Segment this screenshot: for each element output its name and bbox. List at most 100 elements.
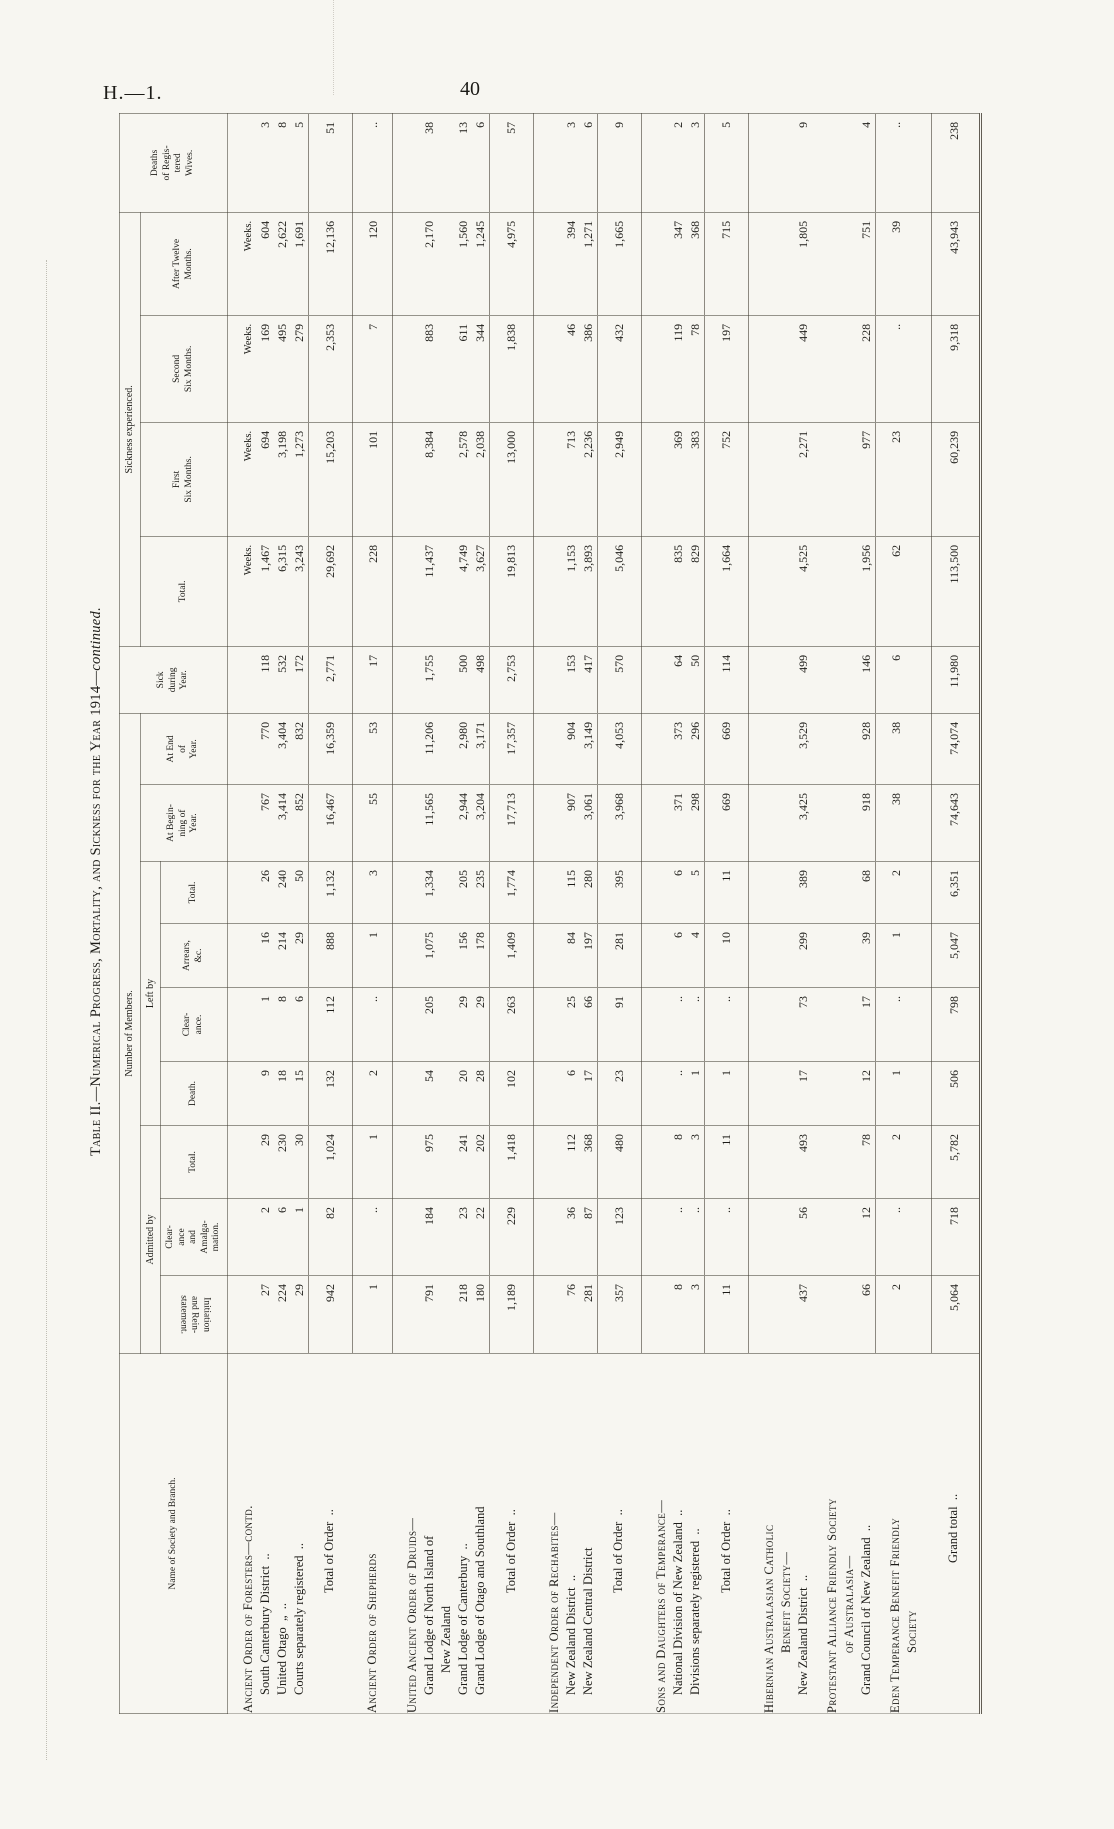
value-cell-clearance (227, 987, 257, 1062)
header-left-by: Left by (140, 861, 161, 1126)
value-cell-clearance_amalg: 22 (472, 1198, 490, 1276)
society-name: Hibernian Australasian Catholic Benefit S… (748, 1353, 795, 1714)
value-cell-clearance_amalg (748, 1198, 795, 1276)
value-cell-second_six: 169 (256, 315, 274, 423)
value-cell-death: 20 (455, 1061, 472, 1126)
value-cell-death: 18 (273, 1061, 291, 1126)
value-cell-clearance (392, 987, 421, 1062)
value-cell-at_beginning: 2,944 (455, 784, 472, 862)
society-name-line: New Zealand (439, 1606, 453, 1673)
value-cell-total_sickness: 4,525 (794, 536, 812, 647)
value-cell-initiation: 1,189 (489, 1275, 534, 1354)
value-cell-at_end: 74,074 (931, 713, 980, 785)
value-cell-at_beginning: 38 (875, 784, 931, 862)
table-row: Divisions separately registered .. 3.. 3 1.… (687, 113, 705, 1714)
value-cell-second_six: 449 (794, 315, 812, 423)
society-name-line: Hibernian Australasian Catholic (761, 1524, 776, 1713)
society-name: Eden Temperance Benefit Friendly Society (875, 1353, 931, 1714)
value-cell-deaths_wives: 13 (455, 113, 472, 213)
value-cell-death: 6 (562, 1061, 580, 1126)
header-at-end: At End of Year. (140, 713, 227, 785)
value-cell-clearance (748, 987, 795, 1062)
value-cell-clearance_amalg: 36 (562, 1198, 580, 1276)
value-cell-sick_during_year (748, 646, 795, 714)
value-cell-after_twelve (748, 212, 795, 316)
value-cell-at_beginning: 55 (352, 784, 392, 862)
society-name-line: Society (905, 1610, 919, 1653)
value-cell-clearance_amalg: 718 (931, 1198, 980, 1276)
society-name: Grand Council of New Zealand .. (857, 1353, 875, 1714)
value-cell-clearance_amalg: 23 (455, 1198, 472, 1276)
value-cell-first_six: 8,384 (421, 422, 455, 537)
header-first-six-months: First Six Months. (140, 422, 227, 537)
value-cell-death: 506 (931, 1061, 980, 1126)
society-name: New Zealand District .. (562, 1353, 580, 1714)
value-cell-first_six: 23 (875, 422, 931, 537)
society-name-line: Courts separately registered .. (291, 1542, 306, 1695)
value-cell-arrears: 281 (597, 923, 641, 988)
value-cell-death: 23 (597, 1061, 641, 1126)
header-clearance-amalgamation: Clear- ance and Amalga- mation. (160, 1198, 227, 1276)
value-cell-at_beginning: 669 (704, 784, 749, 862)
value-cell-arrears: 888 (308, 923, 352, 988)
value-cell-deaths_wives (811, 113, 858, 213)
value-cell-clearance_amalg: 229 (489, 1198, 534, 1276)
society-name: Sons and Daughters of Temperance— (641, 1353, 670, 1714)
value-cell-total_admitted: 78 (857, 1125, 875, 1199)
value-cell-sick_during_year: 570 (597, 646, 641, 714)
society-name: Ancient Order of Foresters—contd. (227, 1353, 257, 1714)
value-cell-initiation: 76 (562, 1275, 580, 1354)
value-cell-second_six: 611 (455, 315, 472, 423)
value-cell-first_six: 2,949 (597, 422, 641, 537)
value-cell-death: 12 (857, 1061, 875, 1126)
value-cell-deaths_wives: 6 (472, 113, 490, 213)
value-cell-initiation: 791 (421, 1275, 455, 1354)
value-cell-at_end: 904 (562, 713, 580, 785)
value-cell-initiation: 437 (794, 1275, 812, 1354)
value-cell-at_end: 928 (857, 713, 875, 785)
value-cell-arrears (533, 923, 563, 988)
value-cell-clearance: 91 (597, 987, 641, 1062)
value-cell-clearance_amalg: .. (704, 1198, 749, 1276)
table-row: Independent Order of Rechabites— (533, 113, 563, 1714)
value-cell-second_six: 228 (857, 315, 875, 423)
value-cell-deaths_wives (227, 113, 257, 213)
table-row: Eden Temperance Benefit Friendly Society 2… (875, 113, 931, 1714)
value-cell-first_six (533, 422, 563, 537)
value-cell-deaths_wives (392, 113, 421, 213)
value-cell-sick_during_year: 172 (290, 646, 308, 714)
value-cell-deaths_wives (533, 113, 563, 213)
table-row: Hibernian Australasian Catholic Benefit S… (748, 113, 795, 1714)
value-cell-initiation: 357 (597, 1275, 641, 1354)
value-cell-after_twelve: 751 (857, 212, 875, 316)
value-cell-after_twelve: 1,805 (794, 212, 812, 316)
value-cell-sick_during_year: 500 (455, 646, 472, 714)
value-cell-total_sickness: 1,153 (562, 536, 580, 647)
value-cell-initiation (641, 1275, 670, 1354)
value-cell-total_sickness: 1,467 (256, 536, 274, 647)
value-cell-arrears: 1,075 (421, 923, 455, 988)
value-cell-arrears: 16 (256, 923, 274, 988)
value-cell-first_six: 977 (857, 422, 875, 537)
society-name: Grand Lodge of North Island of New Zealan… (421, 1353, 455, 1714)
value-cell-deaths_wives: 38 (421, 113, 455, 213)
value-cell-total_admitted: 1,418 (489, 1125, 534, 1199)
value-cell-deaths_wives: .. (352, 113, 392, 213)
value-cell-deaths_wives: 9 (597, 113, 641, 213)
value-cell-deaths_wives: .. (875, 113, 931, 213)
value-cell-sick_during_year: 2,753 (489, 646, 534, 714)
value-cell-sick_during_year (811, 646, 858, 714)
value-cell-death (392, 1061, 421, 1126)
value-cell-clearance_amalg: 123 (597, 1198, 641, 1276)
value-cell-second_six (392, 315, 421, 423)
value-cell-clearance (641, 987, 670, 1062)
value-cell-death: 17 (579, 1061, 597, 1126)
value-cell-total_sickness (392, 536, 421, 647)
value-cell-deaths_wives: 5 (704, 113, 749, 213)
value-cell-at_beginning (392, 784, 421, 862)
value-cell-total_sickness: 3,627 (472, 536, 490, 647)
table-row: Total of Order .. 942 82 1,024 132 112 888 1,13… (308, 113, 352, 1714)
value-cell-death: 1 (687, 1061, 705, 1126)
value-cell-at_end: 3,149 (579, 713, 597, 785)
